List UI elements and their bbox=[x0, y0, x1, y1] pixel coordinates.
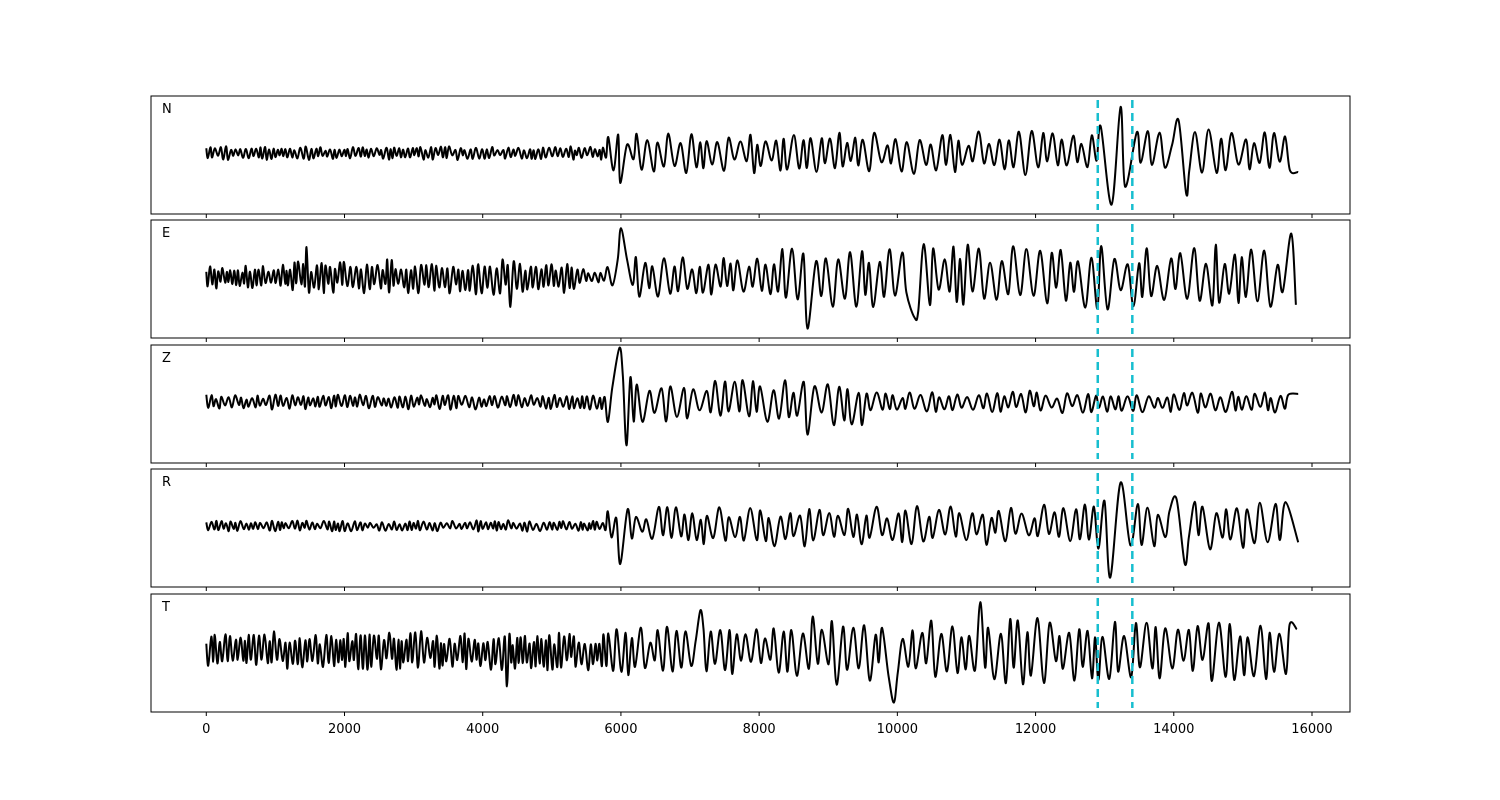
panel-frame bbox=[150, 344, 1351, 464]
x-tick-label: 14000 bbox=[1153, 722, 1194, 737]
panel-label-z: Z bbox=[162, 351, 171, 366]
panel-z: Z bbox=[150, 344, 1351, 467]
panels: N E Z R T bbox=[150, 95, 1351, 716]
x-tick-label: 8000 bbox=[743, 722, 776, 737]
panel-label-e: E bbox=[162, 226, 170, 241]
panel-label-n: N bbox=[162, 102, 172, 117]
trace-z bbox=[205, 346, 1299, 447]
panel-frame bbox=[150, 95, 1351, 215]
panel-label-t: T bbox=[161, 600, 170, 615]
x-tick-label: 12000 bbox=[1015, 722, 1056, 737]
x-tick-label: 0 bbox=[202, 722, 210, 737]
trace-t bbox=[205, 601, 1298, 704]
panel-label-r: R bbox=[162, 475, 171, 490]
x-tick-label: 2000 bbox=[328, 722, 361, 737]
panel-r: R bbox=[150, 468, 1351, 591]
panel-n: N bbox=[150, 95, 1351, 218]
trace-e bbox=[205, 227, 1297, 330]
trace-n bbox=[205, 105, 1299, 206]
panel-frame bbox=[150, 468, 1351, 588]
panel-e: E bbox=[150, 219, 1351, 342]
panel-frame bbox=[150, 593, 1351, 713]
trace-r bbox=[205, 481, 1300, 579]
x-tick-label: 10000 bbox=[877, 722, 918, 737]
x-axis: 0 2000 4000 6000 8000 10000 12000 14000 16000 bbox=[202, 722, 1333, 737]
x-tick-label: 6000 bbox=[604, 722, 637, 737]
x-tick-label: 16000 bbox=[1291, 722, 1332, 737]
panel-t: T bbox=[150, 593, 1351, 716]
x-tick-label: 4000 bbox=[466, 722, 499, 737]
panel-frame bbox=[150, 219, 1351, 339]
